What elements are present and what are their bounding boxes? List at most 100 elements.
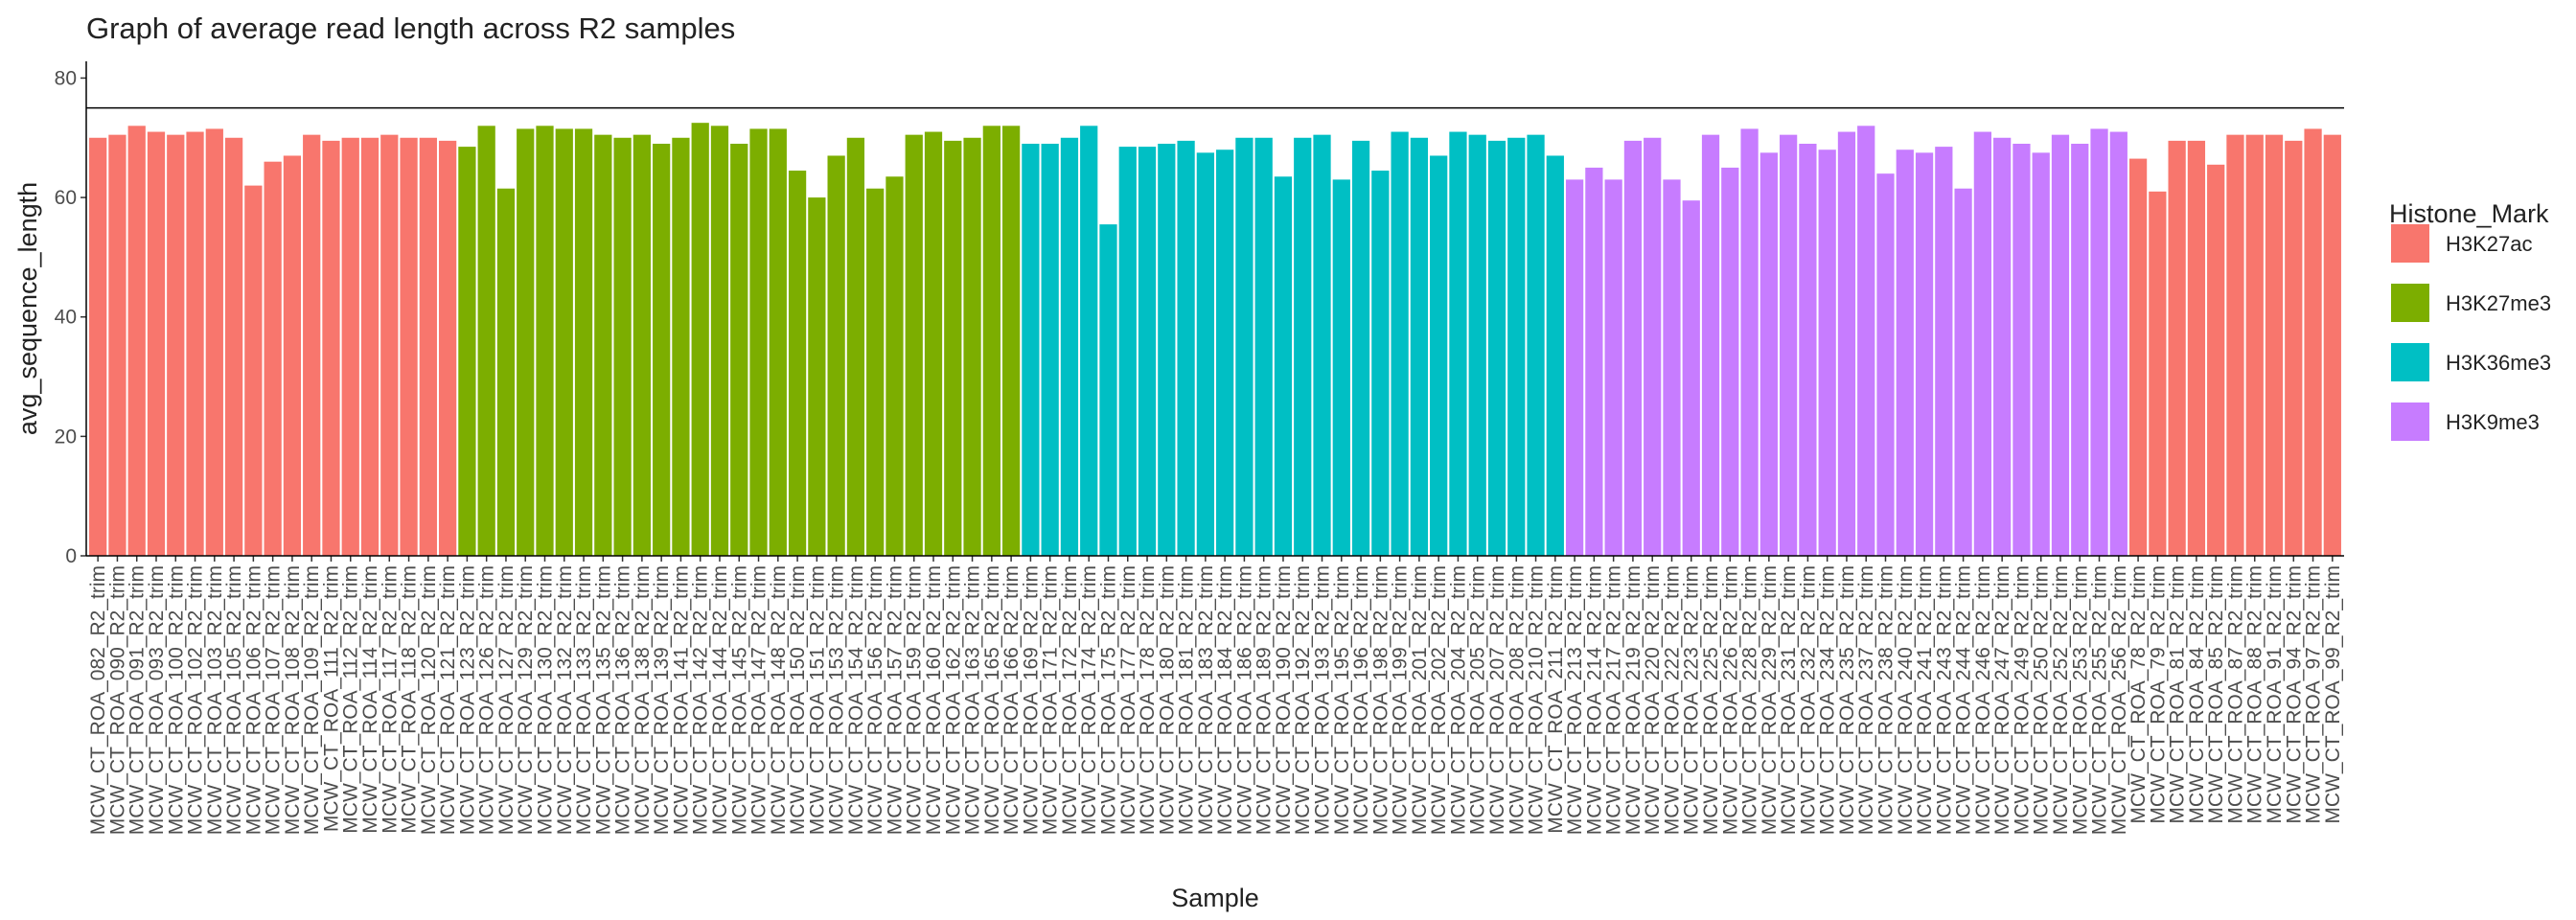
bar bbox=[224, 137, 243, 556]
bar bbox=[477, 126, 495, 556]
x-tick-label: MCW_CT_ROA_111_R2_trim bbox=[320, 565, 342, 832]
bar bbox=[244, 185, 263, 557]
bar bbox=[2168, 140, 2186, 556]
bar bbox=[2090, 128, 2108, 556]
y-tick-label: 80 bbox=[55, 67, 77, 89]
x-tick-label: MCW_CT_ROA_223_R2_trim bbox=[1681, 565, 1703, 835]
bar bbox=[730, 144, 748, 556]
x-tick-label: MCW_CT_ROA_139_R2_trim bbox=[651, 565, 673, 835]
bar bbox=[1235, 137, 1254, 556]
x-tick-label: MCW_CT_ROA_253_R2_trim bbox=[2069, 565, 2091, 835]
legend-key bbox=[2391, 343, 2429, 381]
x-tick-label: MCW_CT_ROA_177_R2_trim bbox=[1117, 565, 1139, 835]
legend-label: H3K36me3 bbox=[2446, 351, 2551, 375]
bar bbox=[1391, 131, 1409, 556]
bar bbox=[555, 128, 573, 556]
x-tick-label: MCW_CT_ROA_169_R2_trim bbox=[1020, 565, 1042, 835]
bar bbox=[2265, 134, 2284, 557]
x-tick-label: MCW_CT_ROA_232_R2_trim bbox=[1797, 565, 1819, 835]
bar bbox=[846, 137, 865, 556]
bar bbox=[341, 137, 359, 556]
x-tick-label: MCW_CT_ROA_205_R2_trim bbox=[1467, 565, 1489, 835]
x-tick-label: MCW_CT_ROA_174_R2_trim bbox=[1078, 565, 1100, 835]
x-tick-label: MCW_CT_ROA_228_R2_trim bbox=[1739, 565, 1761, 835]
x-tick-label: MCW_CT_ROA_108_R2_trim bbox=[282, 565, 304, 835]
x-tick-label: MCW_CT_ROA_157_R2_trim bbox=[884, 565, 906, 835]
x-tick-label: MCW_CT_ROA_84_R2_trim bbox=[2186, 565, 2208, 824]
legend-key bbox=[2391, 224, 2429, 263]
bar bbox=[1216, 150, 1234, 557]
x-tick-label: MCW_CT_ROA_235_R2_trim bbox=[1836, 565, 1858, 835]
bar bbox=[924, 131, 943, 556]
x-tick-label: MCW_CT_ROA_250_R2_trim bbox=[2031, 565, 2053, 835]
bar bbox=[827, 155, 845, 556]
x-tick-label: MCW_CT_ROA_189_R2_trim bbox=[1254, 565, 1276, 835]
bar bbox=[1410, 137, 1429, 556]
x-tick-label: MCW_CT_ROA_226_R2_trim bbox=[1719, 565, 1741, 835]
x-tick-label: MCW_CT_ROA_162_R2_trim bbox=[942, 565, 964, 835]
bar bbox=[905, 134, 923, 557]
y-axis-title: avg_sequence_length bbox=[13, 182, 42, 435]
bar bbox=[1760, 152, 1778, 556]
x-tick-label: MCW_CT_ROA_211_R2_trim bbox=[1545, 565, 1567, 834]
bar bbox=[2207, 164, 2225, 557]
x-tick-label: MCW_CT_ROA_144_R2_trim bbox=[709, 565, 731, 835]
bar bbox=[1818, 150, 1836, 557]
bar bbox=[691, 123, 709, 556]
x-tick-label: MCW_CT_ROA_165_R2_trim bbox=[981, 565, 1003, 835]
bar bbox=[886, 176, 904, 556]
x-tick-label: MCW_CT_ROA_148_R2_trim bbox=[768, 565, 790, 835]
x-tick-label: MCW_CT_ROA_180_R2_trim bbox=[1156, 565, 1178, 835]
bar bbox=[517, 128, 535, 556]
x-tick-label: MCW_CT_ROA_135_R2_trim bbox=[592, 565, 614, 835]
bar bbox=[1196, 152, 1214, 556]
bar bbox=[1332, 179, 1350, 557]
bar bbox=[2245, 134, 2264, 557]
bar bbox=[1468, 134, 1486, 557]
x-tick-label: MCW_CT_ROA_195_R2_trim bbox=[1331, 565, 1353, 835]
x-tick-label: MCW_CT_ROA_244_R2_trim bbox=[1953, 565, 1975, 835]
x-tick-label: MCW_CT_ROA_252_R2_trim bbox=[2050, 565, 2072, 835]
x-tick-label: MCW_CT_ROA_153_R2_trim bbox=[826, 565, 848, 835]
x-tick-label: MCW_CT_ROA_133_R2_trim bbox=[573, 565, 595, 835]
x-tick-label: MCW_CT_ROA_249_R2_trim bbox=[2011, 565, 2033, 835]
x-tick-label: MCW_CT_ROA_091_R2_trim bbox=[126, 565, 149, 835]
bar bbox=[2304, 128, 2322, 556]
x-tick-label: MCW_CT_ROA_97_R2_trim bbox=[2303, 565, 2325, 824]
x-tick-label: MCW_CT_ROA_107_R2_trim bbox=[263, 565, 285, 835]
bar bbox=[147, 131, 166, 556]
bar bbox=[613, 137, 632, 556]
x-tick-label: MCW_CT_ROA_160_R2_trim bbox=[923, 565, 945, 835]
x-tick-label: MCW_CT_ROA_99_R2_trim bbox=[2322, 565, 2344, 824]
x-tick-label: MCW_CT_ROA_78_R2_trim bbox=[2128, 565, 2150, 824]
bar bbox=[1099, 224, 1117, 556]
bar bbox=[1177, 140, 1195, 556]
bar bbox=[108, 134, 126, 557]
x-tick-label: MCW_CT_ROA_112_R2_trim bbox=[340, 565, 362, 834]
bar bbox=[186, 131, 204, 556]
bar bbox=[1663, 179, 1681, 557]
bar bbox=[1935, 147, 1953, 556]
x-tick-label: MCW_CT_ROA_201_R2_trim bbox=[1409, 565, 1431, 835]
x-tick-label: MCW_CT_ROA_105_R2_trim bbox=[223, 565, 245, 835]
bar bbox=[710, 126, 729, 556]
y-tick-label: 0 bbox=[65, 545, 77, 567]
legend-key bbox=[2391, 284, 2429, 322]
bar bbox=[458, 147, 476, 556]
x-tick-label: MCW_CT_ROA_106_R2_trim bbox=[242, 565, 264, 835]
bar bbox=[594, 134, 612, 557]
x-tick-label: MCW_CT_ROA_183_R2_trim bbox=[1195, 565, 1217, 835]
x-tick-label: MCW_CT_ROA_85_R2_trim bbox=[2205, 565, 2227, 824]
bar bbox=[1487, 140, 1506, 556]
bar bbox=[1274, 176, 1293, 556]
x-tick-label: MCW_CT_ROA_171_R2_trim bbox=[1040, 565, 1062, 835]
bar bbox=[1371, 171, 1390, 557]
bar bbox=[1294, 137, 1312, 556]
bar bbox=[1954, 188, 1972, 556]
x-tick-label: MCW_CT_ROA_210_R2_trim bbox=[1526, 565, 1548, 835]
x-tick-label: MCW_CT_ROA_114_R2_trim bbox=[359, 565, 381, 834]
x-tick-label: MCW_CT_ROA_126_R2_trim bbox=[476, 565, 498, 835]
x-tick-label: MCW_CT_ROA_156_R2_trim bbox=[864, 565, 886, 835]
bar bbox=[2051, 134, 2070, 557]
x-tick-label: MCW_CT_ROA_138_R2_trim bbox=[632, 565, 654, 835]
